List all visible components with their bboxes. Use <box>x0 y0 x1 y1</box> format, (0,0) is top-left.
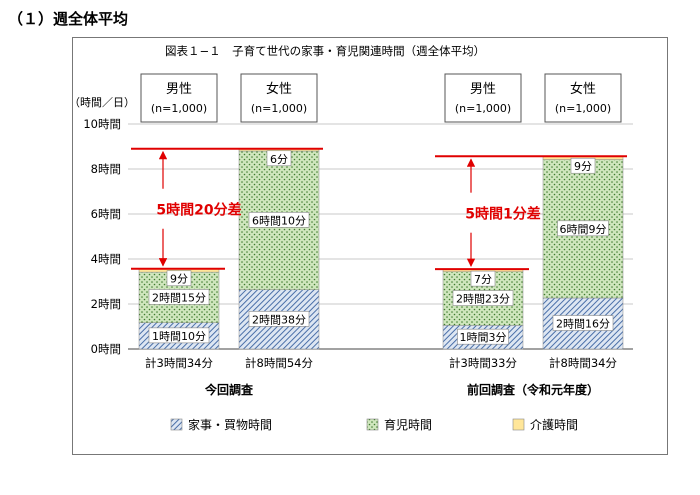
value-label: 2時間16分 <box>556 317 610 330</box>
y-tick-label: 6時間 <box>91 207 121 221</box>
bar-header-box <box>544 73 622 123</box>
value-label: 2時間23分 <box>456 293 510 306</box>
bar-header-n: (n=1,000) <box>151 102 207 115</box>
bar-header-n: (n=1,000) <box>251 102 307 115</box>
value-label: 6分 <box>270 153 288 166</box>
stacked-bar-chart: 図表１−１ 子育て世代の家事・育児関連時間（週全体平均） （時間／日） 0時間 2… <box>73 44 633 432</box>
y-tick-label: 4時間 <box>91 252 121 266</box>
difference-label: 5時間1分差 <box>465 206 540 223</box>
y-axis-ticks: 0時間 2時間 4時間 6時間 8時間 10時間 <box>83 117 121 356</box>
section-heading: （１）週全体平均 <box>8 10 129 28</box>
legend-label: 介護時間 <box>530 417 578 432</box>
legend: 家事・買物時間 育児時間 介護時間 <box>170 417 578 432</box>
legend-swatch <box>170 418 183 431</box>
value-label-box <box>452 290 514 306</box>
bar-header-n: (n=1,000) <box>555 102 611 115</box>
chart-frame: 図表１−１ 子育て世代の家事・育児関連時間（週全体平均） （時間／日） 0時間 2… <box>72 37 668 455</box>
group-labels: 男性 (n=1,000) 計3時間34分 女性 (n=1,000) 計8時間54分今回調査… <box>140 73 622 397</box>
bar-total-label: 計3時間34分 <box>145 356 213 370</box>
legend-swatch <box>512 418 525 431</box>
bar-header-gender: 女性 <box>570 81 596 97</box>
y-tick-label: 2時間 <box>91 297 121 311</box>
value-label-box <box>457 328 509 345</box>
bar-header-box <box>140 73 218 123</box>
bar-header-gender: 女性 <box>266 81 292 97</box>
value-label-box <box>148 327 210 344</box>
bar-header-gender: 男性 <box>166 82 192 97</box>
group-label: 今回調査 <box>204 382 254 397</box>
value-label: 1時間3分 <box>460 331 507 344</box>
bar-header-n: (n=1,000) <box>455 102 511 115</box>
value-label-box <box>552 315 614 331</box>
value-label: 2時間15分 <box>152 291 206 304</box>
value-label-box <box>470 270 496 287</box>
value-label-box <box>557 220 609 237</box>
bar-header-box <box>240 73 318 123</box>
bar-total-label: 計8時間54分 <box>245 356 313 370</box>
difference-annotations: 5時間20分差 5時間1分差 <box>131 147 627 271</box>
bar-header-gender: 男性 <box>470 82 496 97</box>
value-label-box <box>248 311 310 327</box>
bar-total-label: 計3時間33分 <box>449 356 517 370</box>
y-tick-label: 0時間 <box>91 342 121 356</box>
group-label: 前回調査（令和元年度） <box>467 382 599 397</box>
value-label-box <box>166 270 192 287</box>
value-label-box <box>248 212 310 228</box>
value-label: 6時間10分 <box>252 214 306 227</box>
value-label-box <box>266 150 292 167</box>
value-label: 9分 <box>170 273 188 286</box>
value-label-box <box>570 157 596 174</box>
value-label: 1時間10分 <box>152 330 206 343</box>
value-label: 2時間38分 <box>252 313 306 326</box>
value-label: 9分 <box>574 160 592 173</box>
legend-label: 家事・買物時間 <box>188 417 272 432</box>
bar-total-label: 計8時間34分 <box>549 356 617 370</box>
y-tick-label: 10時間 <box>83 117 121 131</box>
y-axis-unit-label: （時間／日） <box>73 96 135 109</box>
value-label-box <box>148 289 210 305</box>
legend-label: 育児時間 <box>384 417 432 432</box>
difference-label: 5時間20分差 <box>156 202 241 219</box>
chart-title: 図表１−１ 子育て世代の家事・育児関連時間（週全体平均） <box>165 44 485 58</box>
value-label: 6時間9分 <box>560 223 607 236</box>
y-tick-label: 8時間 <box>91 162 121 176</box>
value-label: 7分 <box>474 273 492 286</box>
bars: 1時間10分 2時間15分 9分 2時間38分 6時間10分 6分 1時間3分 2時間23分 7… <box>138 148 624 350</box>
bar-header-box <box>444 73 522 123</box>
legend-swatch <box>366 418 379 431</box>
